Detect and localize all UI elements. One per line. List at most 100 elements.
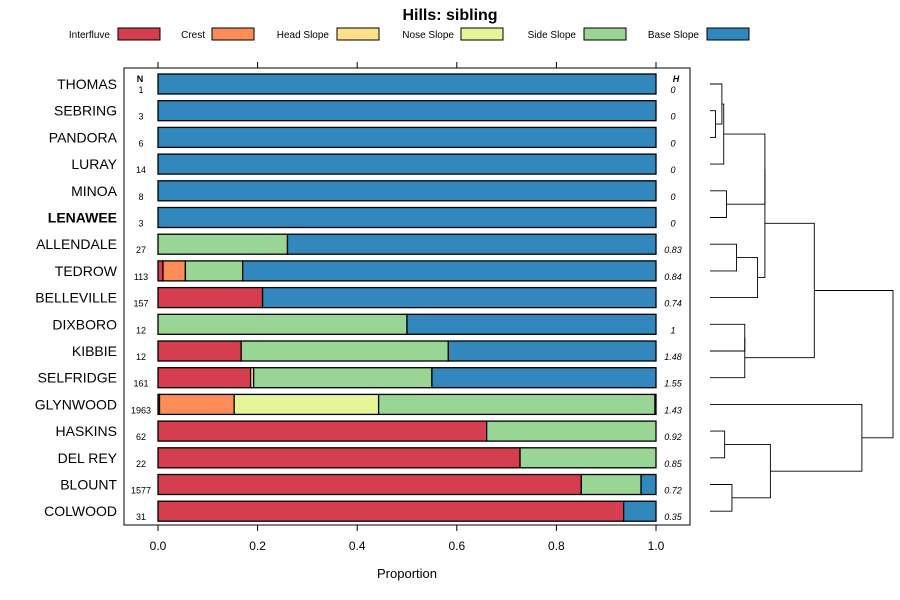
row-label: DIXBORO (52, 316, 117, 332)
row-n: 12 (136, 325, 146, 335)
bar-segment (240, 340, 449, 362)
row-n: 1963 (131, 405, 151, 415)
row-label: HASKINS (56, 423, 117, 439)
row-h: 1 (670, 325, 675, 335)
dendrogram-link (744, 222, 815, 359)
bar-segment (252, 367, 433, 389)
row-n: 161 (133, 379, 148, 389)
chart-title: Hills: sibling (402, 7, 497, 24)
bar-segment (157, 233, 289, 255)
dendrogram-link (710, 484, 733, 512)
row-h: 0.35 (664, 512, 683, 522)
bar-segment (654, 393, 657, 416)
row-n: 14 (136, 165, 146, 175)
bar-segment (157, 126, 657, 149)
bar-segment (157, 180, 657, 202)
row-n: 22 (136, 459, 146, 469)
row-h: 0.92 (664, 432, 682, 442)
bar-segment (157, 153, 657, 175)
legend-swatch (460, 27, 504, 41)
bar-segment (157, 500, 625, 522)
row-n: 1 (138, 85, 143, 95)
row-h: 0 (670, 112, 675, 122)
bar-segment (622, 500, 657, 522)
bar-segment (640, 473, 657, 496)
row-h: 0 (670, 165, 675, 175)
dendrogram-link (710, 403, 863, 472)
bar-segment (157, 260, 164, 282)
row-h: 0.84 (664, 272, 682, 282)
dendrogram-link (710, 243, 737, 272)
bar-segment (157, 447, 521, 469)
plot-frame (123, 67, 691, 526)
row-n: 3 (138, 219, 143, 229)
bar-segment (157, 420, 488, 442)
row-h: 1.48 (664, 352, 682, 362)
bar-segment (162, 260, 187, 282)
dendrogram-link (710, 430, 726, 459)
row-label: KIBBIE (72, 343, 117, 359)
row-label: TEDROW (55, 263, 118, 279)
bar-segment (261, 286, 657, 309)
legend-label: Nose Slope (402, 30, 454, 41)
bar-segment (184, 260, 244, 282)
legend-swatch (336, 27, 380, 41)
dendrogram (710, 83, 894, 512)
row-label: SEBRING (54, 103, 117, 119)
dendrogram-link (710, 190, 727, 218)
legend-swatch (117, 27, 161, 41)
legend: Interfluve Crest Head Slope Nose Slope Side … (69, 27, 750, 41)
row-n: 12 (136, 352, 146, 362)
dendrogram-link (710, 110, 716, 138)
x-tick-label: 0.2 (249, 539, 266, 553)
row-label: PANDORA (49, 129, 118, 145)
row-h: 0 (670, 192, 675, 202)
row-n: 157 (133, 299, 148, 309)
bar-segment (377, 393, 656, 416)
x-tick-label: 0.6 (448, 539, 465, 553)
row-label: LURAY (71, 156, 117, 172)
row-h: 0.85 (664, 459, 683, 469)
bar-segment (519, 447, 657, 469)
bar-segment (286, 233, 657, 255)
dendrogram-link (723, 133, 766, 205)
x-axis-title: Proportion (377, 566, 437, 581)
legend-label: Crest (181, 30, 205, 41)
row-n: 1577 (131, 486, 151, 496)
bar-segment (157, 340, 242, 362)
bar-segment (157, 73, 657, 95)
bar-segment (157, 100, 657, 122)
row-label: MINOA (71, 183, 118, 199)
bar-segment (447, 340, 657, 362)
dendrogram-link (710, 337, 746, 379)
row-h: 0 (670, 219, 675, 229)
legend-swatch (706, 27, 750, 41)
bar-segment (431, 367, 657, 389)
x-axis: 0.0 0.2 0.4 0.6 0.8 1.0 (150, 62, 665, 553)
row-label: LENAWEE (48, 210, 117, 226)
row-h: 0 (670, 138, 675, 148)
row-n: 8 (138, 192, 143, 202)
bar-segment (580, 473, 642, 496)
bar-segment (158, 393, 235, 416)
dendrogram-link (710, 257, 759, 299)
row-h: 0.74 (664, 299, 682, 309)
row-n: 27 (136, 245, 146, 255)
bar-segment (157, 206, 657, 229)
row-label: ALLENDALE (36, 236, 117, 252)
legend-label: Head Slope (277, 30, 330, 41)
row-label: SELFRIDGE (38, 370, 117, 386)
legend-label: Side Slope (528, 30, 577, 41)
x-tick-label: 0.8 (548, 539, 565, 553)
dendrogram-link (710, 323, 746, 352)
bar-segment (406, 313, 657, 335)
bar-segment (157, 286, 264, 309)
n-header: N (137, 74, 144, 84)
row-h: 1.55 (664, 379, 683, 389)
rows: THOMAS 1 0 SEBRING 3 0 PANDORA 6 0 LURAY 14 0 MINOA 8… (35, 73, 683, 522)
row-h: 1.43 (664, 405, 682, 415)
row-h: 0.72 (664, 486, 682, 496)
h-header: H (673, 74, 680, 84)
row-label: BLOUNT (60, 477, 117, 493)
